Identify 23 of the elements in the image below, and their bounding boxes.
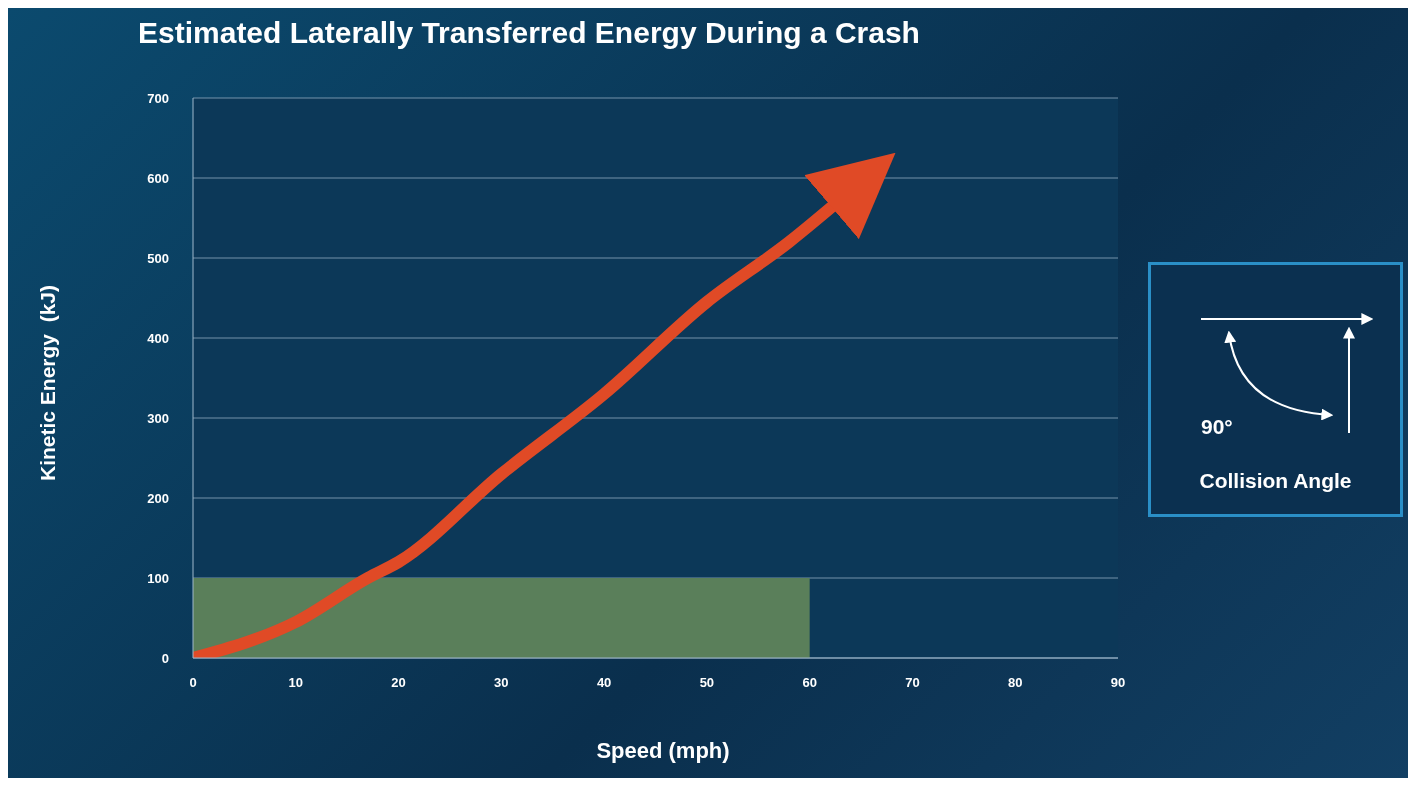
- y-tick-label: 500: [147, 250, 169, 266]
- x-tick-label: 60: [802, 675, 817, 691]
- x-tick-label: 80: [1007, 675, 1023, 691]
- x-tick-label: 50: [699, 675, 715, 691]
- chart-title: Estimated Laterally Transferred Energy During a Crash: [138, 16, 920, 50]
- y-tick-label: 200: [147, 490, 169, 506]
- x-tick-label: 20: [391, 675, 406, 691]
- text: Collision Angle: [1198, 469, 1353, 493]
- x-axis-title: Speed (mph): [595, 738, 731, 764]
- y-tick-label: 600: [147, 170, 169, 186]
- y-tick-label: 700: [147, 90, 169, 106]
- y-tick-label: 100: [147, 570, 169, 586]
- y-tick-label: 400: [147, 330, 169, 346]
- x-tick-label: 10: [288, 675, 304, 691]
- x-tick-label: 0: [189, 675, 197, 691]
- x-tick-label: 30: [494, 675, 509, 691]
- y-tick-label: 0: [161, 650, 169, 666]
- x-tick-label: 40: [596, 675, 612, 691]
- y-tick-label: 300: [147, 410, 169, 426]
- x-tick-label: 70: [905, 675, 920, 691]
- x-tick-label: 90: [1110, 675, 1126, 691]
- text: 90°: [1201, 415, 1233, 439]
- y-axis-title: Kinetic Energy (kJ): [36, 284, 60, 482]
